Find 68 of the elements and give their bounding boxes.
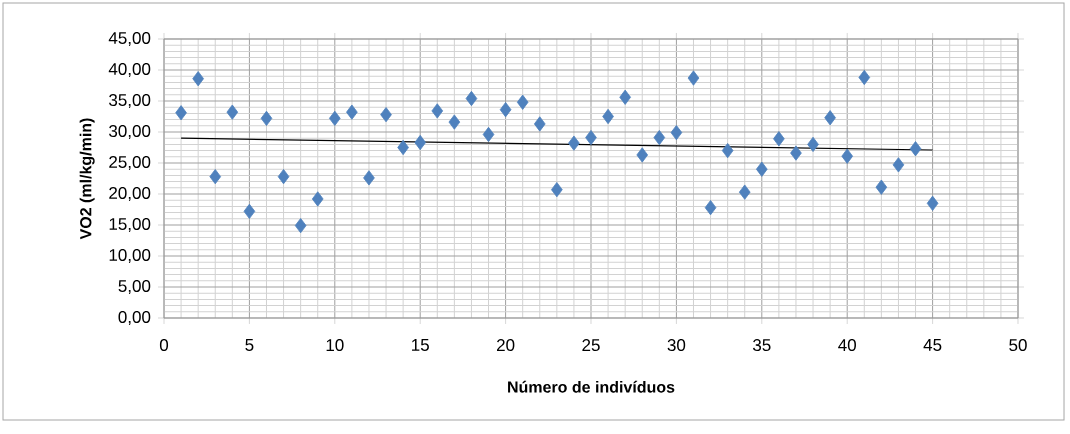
point: [670, 125, 683, 141]
x-tick-label: 25: [582, 339, 600, 352]
point: [875, 179, 888, 195]
point: [533, 116, 546, 132]
point: [209, 169, 222, 185]
point: [516, 94, 529, 110]
point: [329, 110, 341, 126]
point: [807, 136, 819, 152]
point: [756, 161, 768, 177]
point: [704, 200, 717, 216]
y-tick-label: 40,00: [108, 62, 151, 78]
x-tick-label: 30: [667, 339, 686, 352]
point: [277, 169, 290, 185]
point: [397, 139, 409, 156]
point: [687, 70, 700, 86]
y-tick-label: 25,00: [109, 155, 151, 171]
point: [858, 69, 871, 86]
point: [448, 114, 461, 130]
point: [824, 110, 836, 126]
point: [380, 107, 392, 123]
point: [260, 110, 273, 126]
point: [499, 102, 512, 118]
point: [465, 90, 478, 107]
point: [790, 145, 802, 161]
point: [482, 126, 495, 143]
point: [551, 182, 563, 198]
point: [363, 170, 375, 186]
y-tick-label: 45,00: [108, 31, 151, 47]
y-tick-label: 20,00: [109, 186, 151, 202]
point: [738, 184, 751, 200]
y-tick-label: 10,00: [109, 248, 151, 264]
point: [721, 143, 734, 159]
x-tick-label: 40: [838, 339, 856, 352]
point: [773, 131, 785, 147]
point: [431, 103, 444, 119]
x-tick-label: 35: [753, 339, 771, 352]
point: [311, 191, 324, 207]
x-tick-label: 15: [412, 339, 429, 351]
y-tick-label: 0,00: [118, 310, 151, 326]
point: [636, 147, 649, 163]
point: [294, 218, 307, 234]
point: [926, 195, 939, 211]
point: [243, 203, 256, 219]
y-tick-label: 15,00: [109, 217, 151, 233]
point: [568, 135, 580, 151]
point: [226, 104, 239, 120]
y-tick-label: 5,00: [118, 279, 151, 295]
x-tick-label: 50: [1009, 339, 1027, 352]
y-tick-label: 35,00: [109, 93, 151, 109]
x-tick-label: 45: [923, 339, 942, 351]
point: [175, 105, 187, 121]
point: [192, 71, 204, 87]
point: [414, 134, 426, 151]
point: [619, 89, 631, 105]
y-tick-label: 30,00: [109, 124, 151, 140]
x-tick-label: 10: [326, 339, 344, 352]
point: [653, 129, 666, 146]
point: [585, 129, 597, 146]
x-tick-label: 5: [245, 339, 254, 351]
x-tick-label: 20: [496, 339, 515, 352]
point: [346, 104, 358, 120]
point: [602, 108, 614, 125]
point: [892, 157, 905, 173]
point: [841, 148, 853, 164]
x-axis-title: Número de indivíduos: [508, 380, 675, 393]
point: [909, 141, 922, 157]
y-axis-title: VO2 (ml/kg/min): [79, 118, 95, 240]
x-tick-label: 0: [159, 339, 169, 352]
